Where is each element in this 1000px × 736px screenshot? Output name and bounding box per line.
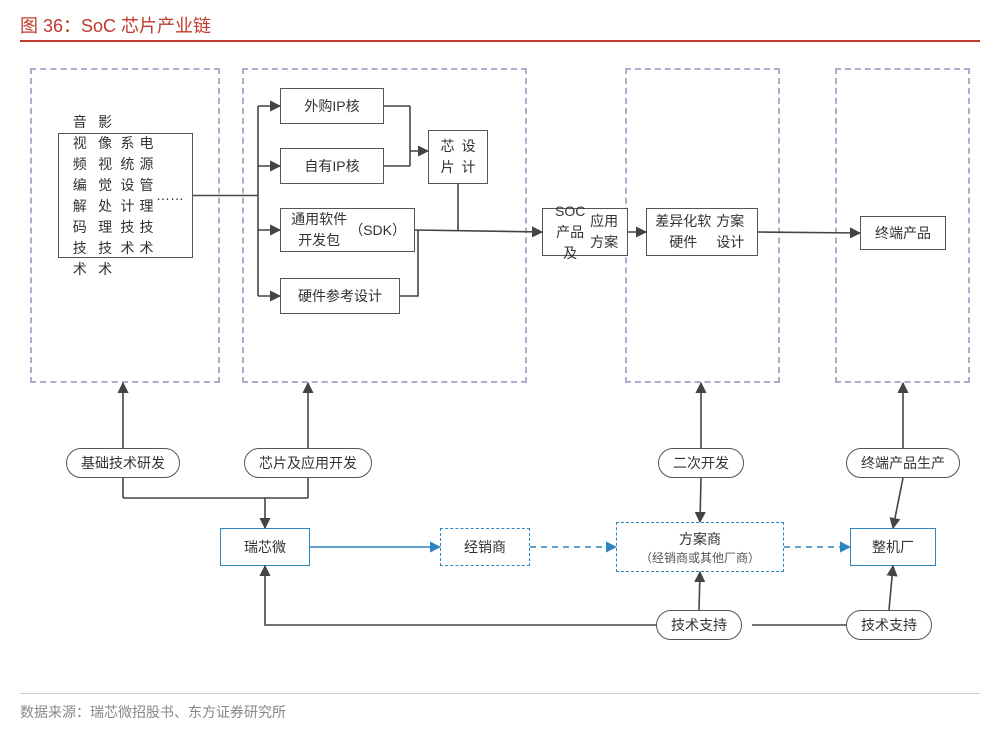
- company-oem: 整机厂: [850, 528, 936, 566]
- pill-tech-support-2: 技术支持: [846, 610, 932, 640]
- box-differentiated-design: 差异化软硬件方案设计: [646, 208, 758, 256]
- diagram-canvas: 音视频编解码技术影像视觉处理技术系统设计技术电源管理技术…… 外购IP核 自有I…: [20, 58, 980, 676]
- box-hardware-ref: 硬件参考设计: [280, 278, 400, 314]
- box-own-ip: 自有IP核: [280, 148, 384, 184]
- pill-basic-rnd: 基础技术研发: [66, 448, 180, 478]
- pill-chip-app-dev: 芯片及应用开发: [244, 448, 372, 478]
- data-source-note: 数据来源：瑞芯微招股书、东方证券研究所: [20, 702, 286, 722]
- pill-terminal-production: 终端产品生产: [846, 448, 960, 478]
- box-core-technologies: 音视频编解码技术影像视觉处理技术系统设计技术电源管理技术……: [58, 133, 193, 258]
- pill-secondary-dev: 二次开发: [658, 448, 744, 478]
- pill-tech-support-1: 技术支持: [656, 610, 742, 640]
- box-soc-product: SOC产品及应用方案: [542, 208, 628, 256]
- company-solution-vendor: 方案商（经销商或其他厂商）: [616, 522, 784, 572]
- figure-title: 图 36：SoC 芯片产业链: [20, 12, 211, 38]
- box-external-ip: 外购IP核: [280, 88, 384, 124]
- title-rule: [20, 40, 980, 42]
- box-terminal-product: 终端产品: [860, 216, 946, 250]
- footer-rule: [20, 693, 980, 694]
- company-distributor: 经销商: [440, 528, 530, 566]
- box-sdk: 通用软件开发包（SDK）: [280, 208, 415, 252]
- company-rockchip: 瑞芯微: [220, 528, 310, 566]
- box-chip-design: 芯片设计: [428, 130, 488, 184]
